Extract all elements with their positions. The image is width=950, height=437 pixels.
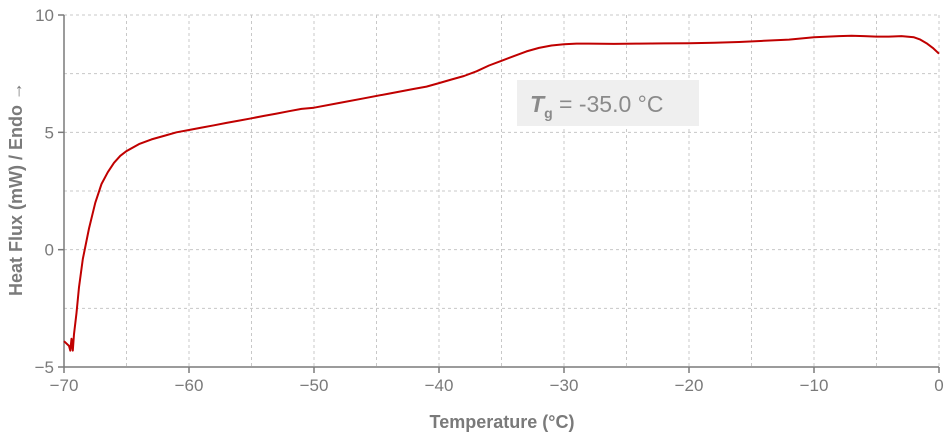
y-tick-label: −5 xyxy=(35,358,54,377)
x-tick-labels: −70 −60 −50 −40 −30 −20 −10 0 xyxy=(50,376,944,395)
y-tick-labels: −5 0 5 10 xyxy=(35,6,54,377)
tick-marks xyxy=(58,14,940,373)
annotation-text: Tg = -35.0 °C xyxy=(530,91,663,121)
annotation-background xyxy=(517,80,699,126)
annotation-symbol: T xyxy=(530,91,546,117)
axes xyxy=(63,15,939,368)
x-tick-label: −40 xyxy=(425,376,454,395)
y-tick-label: 5 xyxy=(45,123,54,142)
annotation-subscript: g xyxy=(544,105,553,121)
x-tick-label: −70 xyxy=(50,376,79,395)
annotation-value: = -35.0 °C xyxy=(553,91,664,117)
y-tick-label: 0 xyxy=(45,241,54,260)
y-tick-label: 10 xyxy=(35,6,54,25)
x-tick-label: −50 xyxy=(300,376,329,395)
x-tick-label: −30 xyxy=(550,376,579,395)
x-tick-label: −20 xyxy=(675,376,704,395)
series-layer xyxy=(63,34,940,352)
grid-lines xyxy=(64,14,940,367)
x-tick-label: −60 xyxy=(175,376,204,395)
x-tick-label: −10 xyxy=(800,376,829,395)
tg-annotation: Tg = -35.0 °C xyxy=(517,80,699,126)
x-axis-title: Temperature (°C) xyxy=(430,412,575,432)
x-tick-label: 0 xyxy=(934,376,943,395)
y-axis-title: Heat Flux (mW) / Endo → xyxy=(6,82,26,296)
heat-flux-series-line xyxy=(63,34,940,352)
